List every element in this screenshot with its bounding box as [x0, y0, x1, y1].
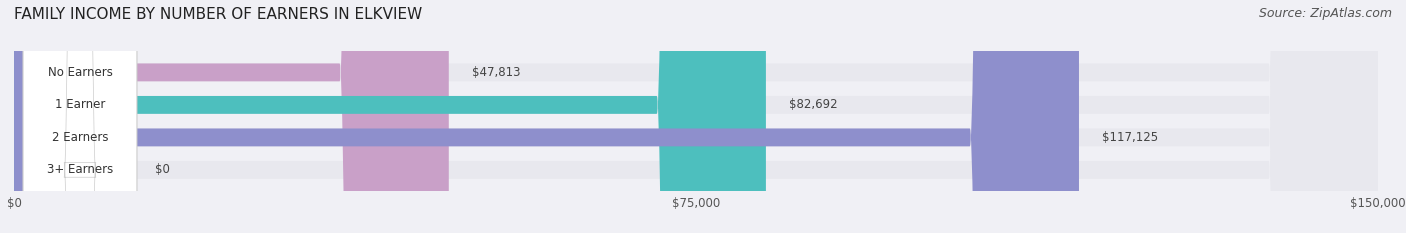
Text: $0: $0 [155, 163, 170, 176]
FancyBboxPatch shape [14, 0, 1078, 233]
Text: Source: ZipAtlas.com: Source: ZipAtlas.com [1258, 7, 1392, 20]
FancyBboxPatch shape [14, 0, 1378, 233]
FancyBboxPatch shape [14, 0, 766, 233]
Text: $82,692: $82,692 [789, 98, 837, 111]
FancyBboxPatch shape [22, 0, 136, 233]
Text: 3+ Earners: 3+ Earners [46, 163, 112, 176]
Text: FAMILY INCOME BY NUMBER OF EARNERS IN ELKVIEW: FAMILY INCOME BY NUMBER OF EARNERS IN EL… [14, 7, 422, 22]
FancyBboxPatch shape [14, 0, 1378, 233]
Text: $117,125: $117,125 [1102, 131, 1157, 144]
Text: 1 Earner: 1 Earner [55, 98, 105, 111]
Text: No Earners: No Earners [48, 66, 112, 79]
FancyBboxPatch shape [22, 0, 136, 233]
Text: $47,813: $47,813 [471, 66, 520, 79]
FancyBboxPatch shape [22, 0, 136, 233]
FancyBboxPatch shape [14, 0, 1378, 233]
FancyBboxPatch shape [22, 0, 136, 233]
FancyBboxPatch shape [14, 0, 449, 233]
Text: 2 Earners: 2 Earners [52, 131, 108, 144]
FancyBboxPatch shape [14, 0, 1378, 233]
